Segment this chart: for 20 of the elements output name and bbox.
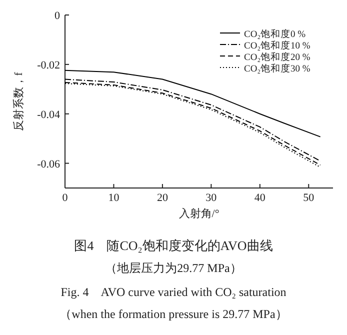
- x-tick-label: 10: [108, 192, 120, 204]
- x-tick-label: 50: [303, 192, 315, 204]
- y-tick-label: 0: [54, 10, 60, 22]
- caption: Fig. 4 AVO curve varied with CO₂ saturation: [60, 285, 286, 299]
- x-tick-label: 30: [206, 192, 218, 204]
- x-tick-label: 20: [156, 192, 168, 204]
- legend-label: CO₂饱和度30 %: [244, 62, 310, 74]
- x-axis-title: 入射角/°: [178, 207, 220, 220]
- y-tick-label: -0.04: [37, 108, 60, 121]
- legend-label: CO₂饱和度10 %: [244, 40, 310, 52]
- text: 图4 随CO₂饱和度变化的AVO曲线: [74, 238, 273, 253]
- text: （地层压力为29.77 MPa）: [105, 261, 242, 275]
- legend-label: CO₂饱和度0 %: [244, 28, 306, 40]
- legend-label: CO₂饱和度20 %: [244, 51, 310, 63]
- y-tick-label: -0.06: [37, 158, 60, 170]
- y-tick-label: -0.02: [37, 59, 60, 72]
- text: （when the formation pressure is 29.77 MPa）: [60, 307, 288, 321]
- y-axis-title: 反射系数，f: [12, 72, 25, 131]
- x-tick-label: 0: [62, 192, 68, 204]
- x-tick-label: 40: [254, 192, 266, 204]
